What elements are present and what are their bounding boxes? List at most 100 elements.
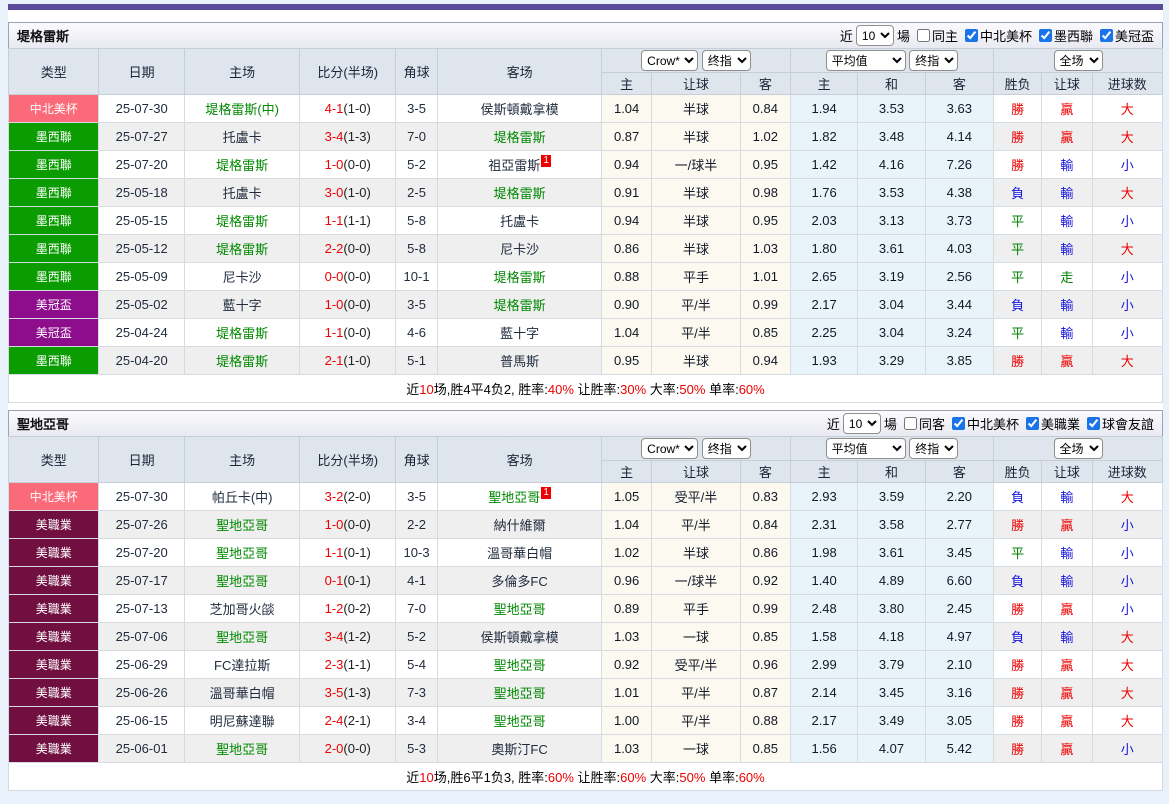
league-filter-checkbox[interactable] — [1038, 29, 1052, 42]
league-filter-checkbox-label[interactable]: 美職業 — [1022, 414, 1080, 433]
section-header: 堤格雷斯 近 10 場 同主 中北美杯 墨西聯 美冠盃 — [8, 22, 1163, 48]
handicap-away-odds: 0.85 — [739, 318, 791, 347]
away-team: 侯斯頓戴拿模 — [437, 622, 602, 651]
avg-home-odds: 1.80 — [789, 234, 859, 263]
handicap-home-odds: 1.05 — [600, 482, 653, 511]
league-filter-checkbox-label[interactable]: 中北美杯 — [961, 26, 1032, 45]
team-name: 堤格雷斯 — [216, 158, 269, 173]
team-name: 堤格雷斯 — [216, 214, 269, 229]
result-goals: 小 — [1091, 566, 1163, 595]
result-wdl: 勝 — [993, 650, 1043, 679]
score-cell: 3-5(1-3) — [299, 678, 396, 707]
avg-draw-odds: 3.04 — [857, 318, 926, 347]
handicap-away-odds: 0.84 — [739, 510, 791, 539]
score-cell: 2-2(0-0) — [299, 234, 396, 263]
league-filter-checkbox[interactable] — [951, 417, 965, 430]
col-avg-draw: 和 — [857, 72, 926, 95]
corner-cell: 2-5 — [394, 178, 439, 207]
average-select[interactable]: 平均值 — [825, 50, 906, 71]
league-filter-checkbox-label[interactable]: 美冠盃 — [1096, 26, 1154, 45]
col-hcp-home: 主 — [600, 72, 653, 95]
match-date: 25-05-15 — [98, 206, 185, 235]
col-avg-draw: 和 — [857, 460, 926, 483]
result-handicap: 贏 — [1041, 594, 1093, 623]
home-team: 堤格雷斯 — [183, 346, 301, 375]
same-venue-checkbox[interactable] — [916, 29, 930, 42]
match-date: 25-07-13 — [98, 594, 185, 623]
table-header: 类型 日期 主场 比分(半场) 角球 客场 Crow* 终指 平均值 终指 — [7, 436, 1163, 483]
result-handicap: 走 — [1041, 262, 1093, 291]
score-cell: 2-4(2-1) — [299, 706, 396, 735]
league-filter-checkbox-label[interactable]: 球會友誼 — [1083, 414, 1154, 433]
handicap-home-odds: 1.04 — [600, 510, 653, 539]
team-name: 堤格雷斯 — [493, 270, 546, 285]
final-index-select[interactable]: 终指 — [701, 50, 751, 71]
summary-stats: 近10场,胜4平4负2, 胜率:40% 让胜率:30% 大率:50% 单率:60… — [8, 374, 1163, 403]
scope-select[interactable]: 全场 — [1053, 438, 1103, 459]
near-count-select[interactable]: 10 — [842, 413, 881, 434]
league-filter-checkbox-label[interactable]: 墨西聯 — [1035, 26, 1093, 45]
match-row: 美職業 25-06-01 聖地亞哥 2-0(0-0) 5-3 奧斯汀FC 1.03 一球 0.8… — [7, 734, 1163, 763]
avg-draw-odds: 3.49 — [857, 706, 926, 735]
result-wdl: 平 — [993, 206, 1043, 235]
same-venue-checkbox-label[interactable]: 同主 — [913, 26, 958, 45]
team-name: 普馬斯 — [500, 354, 540, 369]
avg-away-odds: 4.03 — [924, 234, 995, 263]
type-badge: 墨西聯 — [7, 122, 100, 151]
team-name: 堤格雷斯 — [493, 298, 546, 313]
handicap-line: 受平/半 — [651, 650, 741, 679]
handicap-selector-group: Crow* 终指 — [601, 48, 791, 73]
handicap-home-odds: 0.92 — [600, 650, 653, 679]
result-goals: 大 — [1091, 482, 1163, 511]
scope-select[interactable]: 全场 — [1053, 50, 1103, 71]
same-venue-checkbox-label[interactable]: 同客 — [900, 414, 945, 433]
average-select[interactable]: 平均值 — [825, 438, 906, 459]
away-team: 堤格雷斯 — [437, 178, 602, 207]
match-row: 墨西聯 25-07-20 堤格雷斯 1-0(0-0) 5-2 祖亞雷斯 1 0.94 一/球半 0… — [7, 150, 1163, 179]
avg-away-odds: 3.85 — [924, 346, 995, 375]
same-venue-checkbox[interactable] — [903, 417, 917, 430]
final-index-select[interactable]: 终指 — [701, 438, 751, 459]
league-filter-checkbox[interactable] — [1086, 417, 1100, 430]
team-name: 聖地亞哥 — [216, 742, 269, 757]
away-team: 溫哥華白帽 — [437, 538, 602, 567]
top-accent-bar — [8, 4, 1163, 10]
handicap-away-odds: 0.85 — [739, 734, 791, 763]
bookmaker-select[interactable]: Crow* — [641, 50, 699, 71]
corner-cell: 7-3 — [394, 678, 439, 707]
match-date: 25-07-20 — [98, 150, 185, 179]
bookmaker-select[interactable]: Crow* — [641, 438, 699, 459]
avg-draw-odds: 3.45 — [857, 678, 926, 707]
avg-away-odds: 4.97 — [924, 622, 995, 651]
away-team: 侯斯頓戴拿模 — [437, 94, 602, 123]
team-name: 藍十字 — [500, 326, 540, 341]
team-name: 侯斯頓戴拿模 — [480, 102, 559, 117]
league-filter-checkbox[interactable] — [1025, 417, 1039, 430]
type-badge: 美職業 — [7, 622, 100, 651]
avg-home-odds: 2.48 — [789, 594, 859, 623]
result-handicap: 贏 — [1041, 94, 1093, 123]
home-team: 堤格雷斯 — [183, 206, 301, 235]
avg-home-odds: 2.25 — [789, 318, 859, 347]
section-title: 聖地亞哥 — [17, 417, 70, 432]
team-name: 納什維爾 — [493, 518, 546, 533]
league-filter-checkbox[interactable] — [1099, 29, 1113, 42]
handicap-line: 一球 — [651, 734, 741, 763]
result-goals: 大 — [1091, 94, 1163, 123]
col-home: 主场 — [183, 48, 301, 95]
final-index-select[interactable]: 终指 — [909, 438, 959, 459]
avg-draw-odds: 4.07 — [857, 734, 926, 763]
result-goals: 小 — [1091, 206, 1163, 235]
col-avg-away: 客 — [924, 72, 995, 95]
league-filter-checkbox-label[interactable]: 中北美杯 — [948, 414, 1019, 433]
col-date: 日期 — [98, 48, 185, 95]
team-name: 堤格雷斯 — [216, 242, 269, 257]
corner-cell: 5-1 — [394, 346, 439, 375]
league-filter-checkbox[interactable] — [964, 29, 978, 42]
team-name: 堤格雷斯 — [216, 326, 269, 341]
near-count-select[interactable]: 10 — [855, 25, 894, 46]
team-name: 芝加哥火燄 — [209, 602, 275, 617]
corner-cell: 5-2 — [394, 150, 439, 179]
final-index-select[interactable]: 终指 — [909, 50, 959, 71]
result-wdl: 勝 — [993, 706, 1043, 735]
